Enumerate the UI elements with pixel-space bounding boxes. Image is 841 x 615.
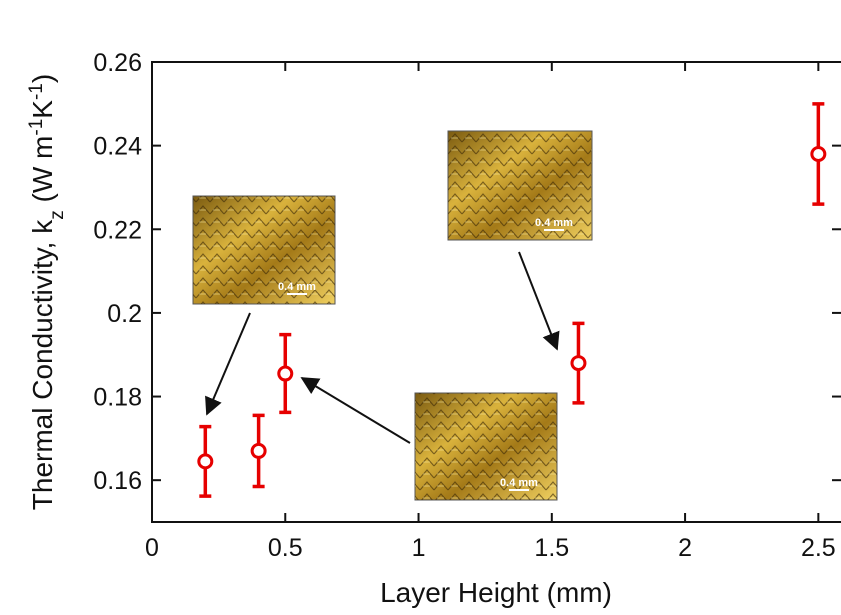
y-label-part: K [27,100,58,119]
chart: Thermal Conductivity, kz (W m-1K-1) Laye… [0,0,841,615]
page: {"chart_data": {"type": "scatter", "x_la… [0,0,841,615]
error-bar [812,104,824,204]
x-tick-label: 0 [145,534,159,562]
y-tick-label: 0.24 [93,133,142,161]
scale-label: 0.4 mm [278,281,316,293]
data-point [572,357,585,370]
data-point [812,148,825,161]
y-tick-label: 0.2 [107,300,142,328]
x-tick-label: 2.5 [801,534,836,562]
arrow [519,252,557,349]
scale-label: 0.4 mm [500,477,538,489]
arrow [207,313,250,414]
y-label-part: -1 [26,83,47,100]
arrow [302,378,410,443]
y-label-part: Thermal Conductivity, k [27,219,58,510]
y-tick-label: 0.16 [93,467,142,495]
x-axis-title: Layer Height (mm) [380,577,612,608]
y-label-part: (W m [27,136,58,211]
error-bar [253,415,265,486]
y-label-part: ) [27,74,58,83]
y-label-part: z [47,210,68,220]
y-tick-label: 0.18 [93,384,142,412]
error-bar [572,323,584,402]
data-point [252,444,265,457]
y-tick-label: 0.22 [93,216,142,244]
y-label-part: -1 [26,119,47,136]
x-tick-label: 1 [412,534,426,562]
data-point [279,367,292,380]
error-bar [199,427,211,496]
x-tick-label: 0.5 [268,534,303,562]
y-axis-title: Thermal Conductivity, kz (W m-1K-1) [26,74,68,510]
x-tick-label: 1.5 [534,534,569,562]
scale-label: 0.4 mm [535,217,573,229]
x-tick-label: 2 [678,534,692,562]
y-tick-label: 0.26 [93,49,142,77]
data-point [199,455,212,468]
error-bar [279,335,291,413]
